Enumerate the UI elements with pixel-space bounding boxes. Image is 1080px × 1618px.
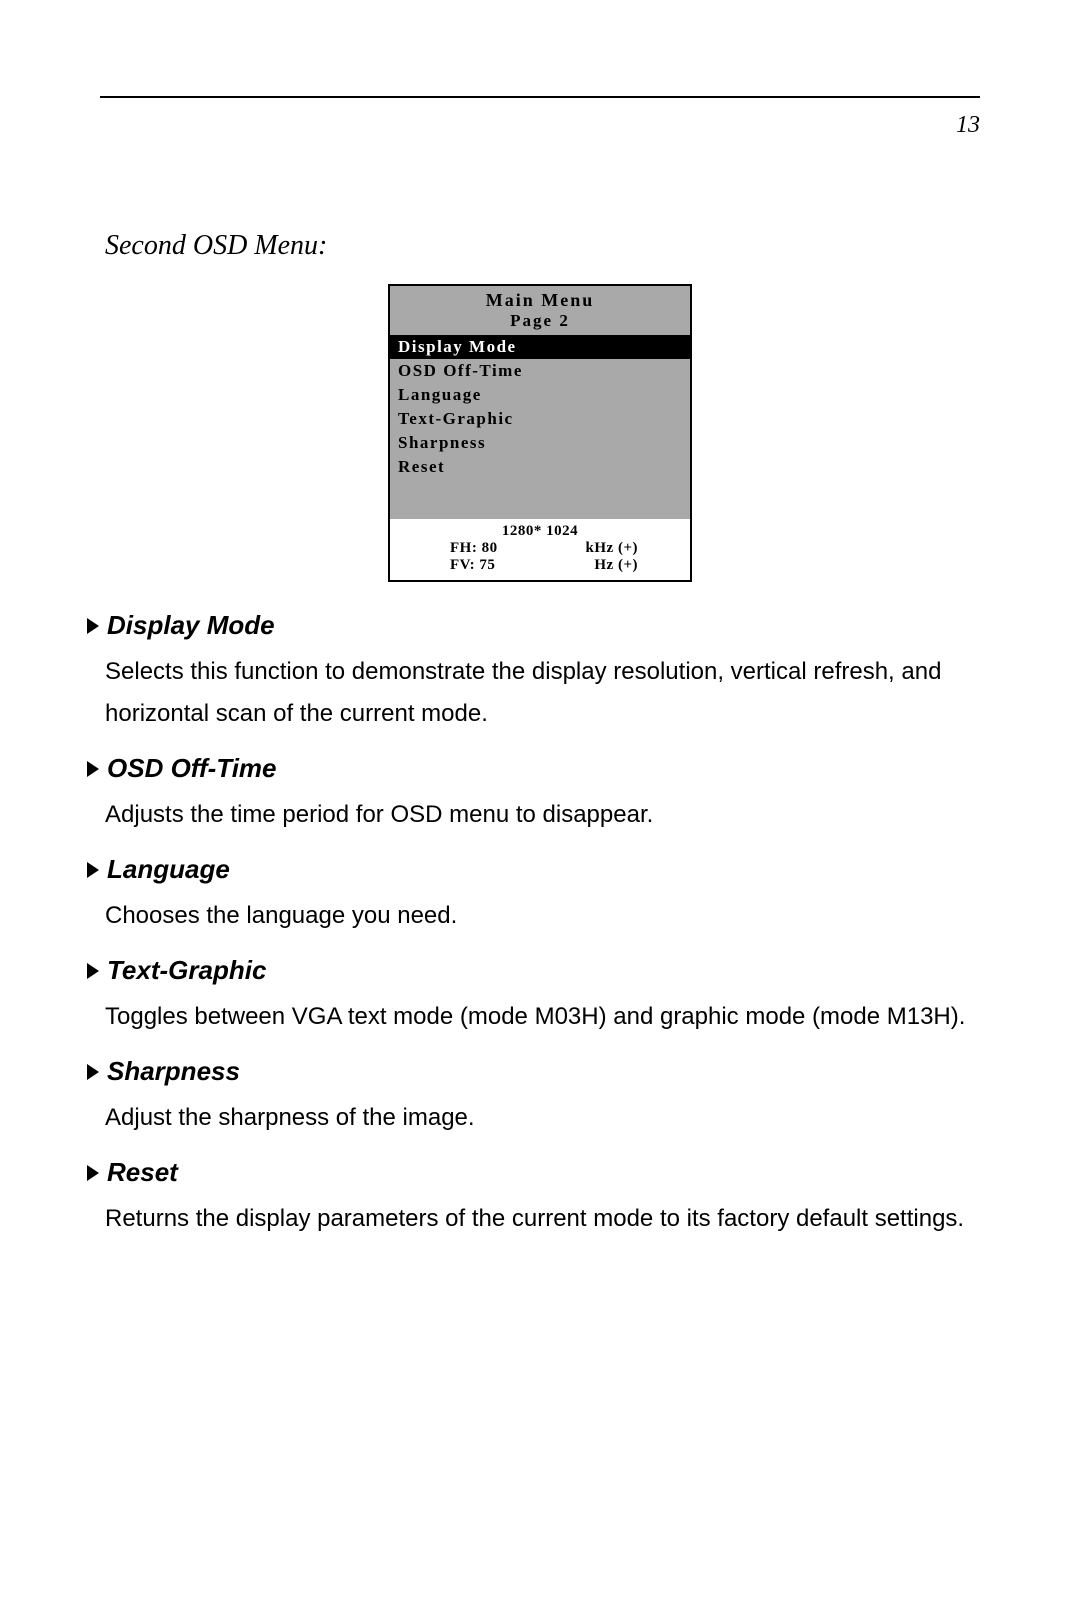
osd-page-label: Page 2: [390, 311, 690, 335]
desc-title: Display Mode: [107, 610, 275, 641]
triangle-icon: [87, 761, 99, 777]
osd-fv-row: FV: 75 Hz (+): [390, 557, 690, 574]
desc-language: Language Chooses the language you need.: [105, 854, 975, 937]
osd-item-language: Language: [390, 383, 690, 407]
desc-body: Returns the display parameters of the cu…: [105, 1198, 975, 1240]
triangle-icon: [87, 862, 99, 878]
desc-head: OSD Off-Time: [105, 753, 975, 784]
desc-display-mode: Display Mode Selects this function to de…: [105, 610, 975, 735]
desc-title: OSD Off-Time: [107, 753, 277, 784]
osd-fv-label: FV: 75: [450, 557, 495, 574]
osd-resolution: 1280* 1024: [390, 523, 690, 540]
osd-fv-unit: Hz (+): [594, 557, 638, 574]
desc-title: Text-Graphic: [107, 955, 266, 986]
desc-head: Text-Graphic: [105, 955, 975, 986]
osd-title: Main Menu: [390, 286, 690, 311]
desc-sharpness: Sharpness Adjust the sharpness of the im…: [105, 1056, 975, 1139]
desc-body: Chooses the language you need.: [105, 895, 975, 937]
desc-head: Display Mode: [105, 610, 975, 641]
desc-body: Adjust the sharpness of the image.: [105, 1097, 975, 1139]
desc-osd-off-time: OSD Off-Time Adjusts the time period for…: [105, 753, 975, 836]
osd-item-reset: Reset: [390, 455, 690, 479]
desc-title: Sharpness: [107, 1056, 240, 1087]
osd-fh-label: FH: 80: [450, 540, 498, 557]
page-number: 13: [956, 112, 980, 139]
osd-status: 1280* 1024 FH: 80 kHz (+) FV: 75 Hz (+): [390, 519, 690, 580]
osd-spacer: [390, 479, 690, 519]
triangle-icon: [87, 618, 99, 634]
content: Second OSD Menu: Main Menu Page 2 Displa…: [105, 230, 975, 1258]
desc-title: Language: [107, 854, 230, 885]
desc-reset: Reset Returns the display parameters of …: [105, 1157, 975, 1240]
osd-item-text-graphic: Text-Graphic: [390, 407, 690, 431]
osd-item-display-mode: Display Mode: [390, 335, 690, 359]
osd-fh-row: FH: 80 kHz (+): [390, 540, 690, 557]
desc-text-graphic: Text-Graphic Toggles between VGA text mo…: [105, 955, 975, 1038]
desc-head: Reset: [105, 1157, 975, 1188]
osd-fh-unit: kHz (+): [586, 540, 638, 557]
desc-body: Selects this function to demonstrate the…: [105, 651, 975, 735]
osd-item-osd-off-time: OSD Off-Time: [390, 359, 690, 383]
triangle-icon: [87, 1165, 99, 1181]
page: 13 Second OSD Menu: Main Menu Page 2 Dis…: [0, 0, 1080, 1618]
osd-item-sharpness: Sharpness: [390, 431, 690, 455]
triangle-icon: [87, 963, 99, 979]
osd-menu-container: Main Menu Page 2 Display Mode OSD Off-Ti…: [105, 284, 975, 582]
desc-head: Sharpness: [105, 1056, 975, 1087]
header-rule: [100, 96, 980, 98]
triangle-icon: [87, 1064, 99, 1080]
desc-body: Toggles between VGA text mode (mode M03H…: [105, 996, 975, 1038]
desc-title: Reset: [107, 1157, 178, 1188]
desc-body: Adjusts the time period for OSD menu to …: [105, 794, 975, 836]
desc-head: Language: [105, 854, 975, 885]
osd-menu: Main Menu Page 2 Display Mode OSD Off-Ti…: [388, 284, 692, 582]
section-title: Second OSD Menu:: [105, 230, 975, 262]
